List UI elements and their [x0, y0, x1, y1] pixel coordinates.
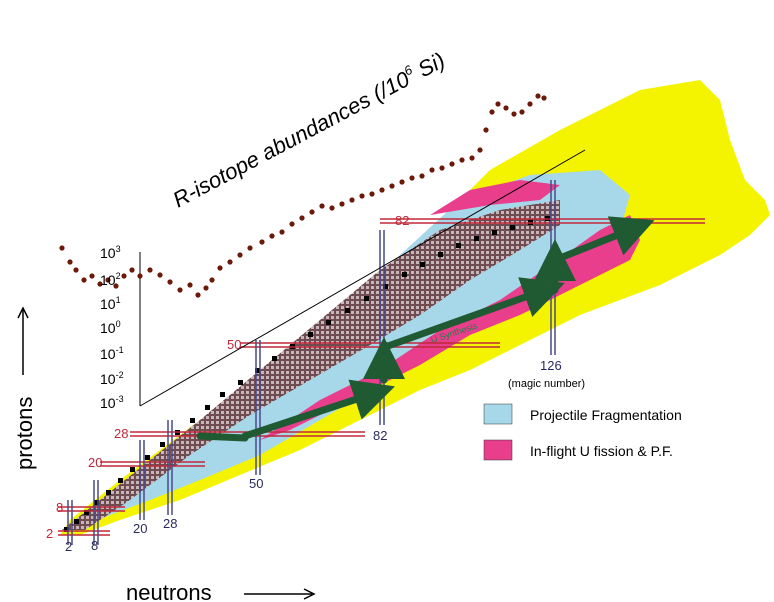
magic-neutron-labels: 2 8 20 28 50 82 126 (magic number)	[65, 358, 585, 554]
abundance-point	[129, 267, 135, 273]
svg-text:10-3: 10-3	[100, 394, 124, 411]
abundance-points	[59, 93, 547, 298]
abundance-point	[113, 283, 119, 289]
abundance-point	[157, 272, 163, 278]
svg-text:20: 20	[133, 521, 147, 536]
svg-text:50: 50	[249, 476, 263, 491]
legend: Projectile Fragmentation In-flight U fis…	[483, 403, 682, 461]
legend-label-fission: In-flight U fission & P.F.	[530, 443, 673, 459]
abundance-point	[319, 203, 325, 209]
abundance-point	[195, 292, 201, 298]
abundance-point	[449, 161, 455, 167]
abundance-point	[399, 179, 405, 185]
abundance-point	[503, 105, 509, 111]
magic-number-note: (magic number)	[508, 378, 585, 390]
abundance-point	[419, 173, 425, 179]
abundance-point	[359, 193, 365, 199]
abundance-point	[469, 155, 475, 161]
abundance-point	[209, 277, 215, 283]
abundance-point	[429, 167, 435, 173]
abundance-point	[489, 109, 495, 115]
abundance-point	[369, 191, 375, 197]
svg-text:126: 126	[540, 358, 562, 373]
abundance-point	[409, 175, 415, 181]
abundance-point	[511, 111, 517, 117]
abundance-point	[329, 205, 335, 211]
abundance-point	[203, 285, 209, 291]
abundance-point	[495, 101, 501, 107]
abundance-ticks: 103 102 101 100 10-1 10-2 10-3	[100, 244, 124, 411]
abundance-point	[269, 233, 275, 239]
neutrons-axis-arrow	[244, 588, 316, 600]
abundance-point	[379, 187, 385, 193]
svg-text:2: 2	[46, 526, 53, 541]
svg-text:103: 103	[100, 244, 121, 261]
fission-region-top	[430, 180, 560, 215]
svg-text:10-1: 10-1	[100, 345, 124, 362]
abundance-point	[439, 165, 445, 171]
abundance-point	[339, 201, 345, 207]
svg-text:50: 50	[227, 337, 241, 352]
svg-text:102: 102	[100, 271, 121, 288]
svg-text:20: 20	[88, 455, 102, 470]
svg-text:101: 101	[100, 295, 121, 312]
svg-text:82: 82	[395, 213, 409, 228]
abundance-point	[177, 287, 183, 293]
abundance-point	[477, 147, 483, 153]
abundance-point	[541, 95, 547, 101]
abundance-point	[67, 259, 73, 265]
svg-text:82: 82	[373, 428, 387, 443]
known-nuclei-band	[62, 200, 560, 530]
abundance-point	[73, 267, 79, 273]
abundance-point	[389, 183, 395, 189]
legend-swatch-fission	[483, 439, 513, 461]
abundance-point	[89, 273, 95, 279]
chart-title: R-isotope abundances (/106 Si)	[168, 47, 449, 213]
protons-axis-arrow	[17, 306, 29, 375]
abundance-point	[81, 277, 87, 283]
magic-proton-labels: 2 8 20 28 50 82	[46, 213, 409, 541]
svg-text:28: 28	[163, 516, 177, 531]
abundance-point	[59, 245, 65, 251]
abundance-point	[105, 277, 111, 283]
abundance-point	[459, 157, 465, 163]
svg-text:8: 8	[91, 538, 98, 553]
abundance-point	[259, 239, 265, 245]
abundance-point	[527, 101, 533, 107]
abundance-point	[519, 109, 525, 115]
abundance-point	[279, 229, 285, 235]
abundance-point	[237, 252, 243, 258]
abundance-point	[187, 282, 193, 288]
svg-text:100: 100	[100, 319, 121, 336]
abundance-point	[137, 273, 143, 279]
abundance-point	[299, 215, 305, 221]
abundance-point	[121, 273, 127, 279]
abundance-point	[349, 197, 355, 203]
abundance-point	[289, 221, 295, 227]
svg-text:8: 8	[56, 500, 63, 515]
legend-label-projectile: Projectile Fragmentation	[530, 407, 682, 423]
abundance-point	[535, 93, 541, 99]
abundance-point	[247, 245, 253, 251]
abundance-point	[483, 127, 489, 133]
r-process-path	[196, 216, 655, 442]
svg-text:10-2: 10-2	[100, 370, 124, 387]
protons-axis-label: protons	[12, 397, 37, 470]
abundance-point	[227, 259, 233, 265]
abundance-point	[217, 265, 223, 271]
abundance-point	[309, 209, 315, 215]
abundance-point	[147, 267, 153, 273]
svg-text:28: 28	[114, 426, 128, 441]
legend-swatch-projectile	[483, 403, 513, 425]
abundance-point	[97, 281, 103, 287]
abundance-point	[167, 279, 173, 285]
neutrons-axis-label: neutrons	[126, 580, 212, 602]
svg-text:2: 2	[65, 539, 72, 554]
